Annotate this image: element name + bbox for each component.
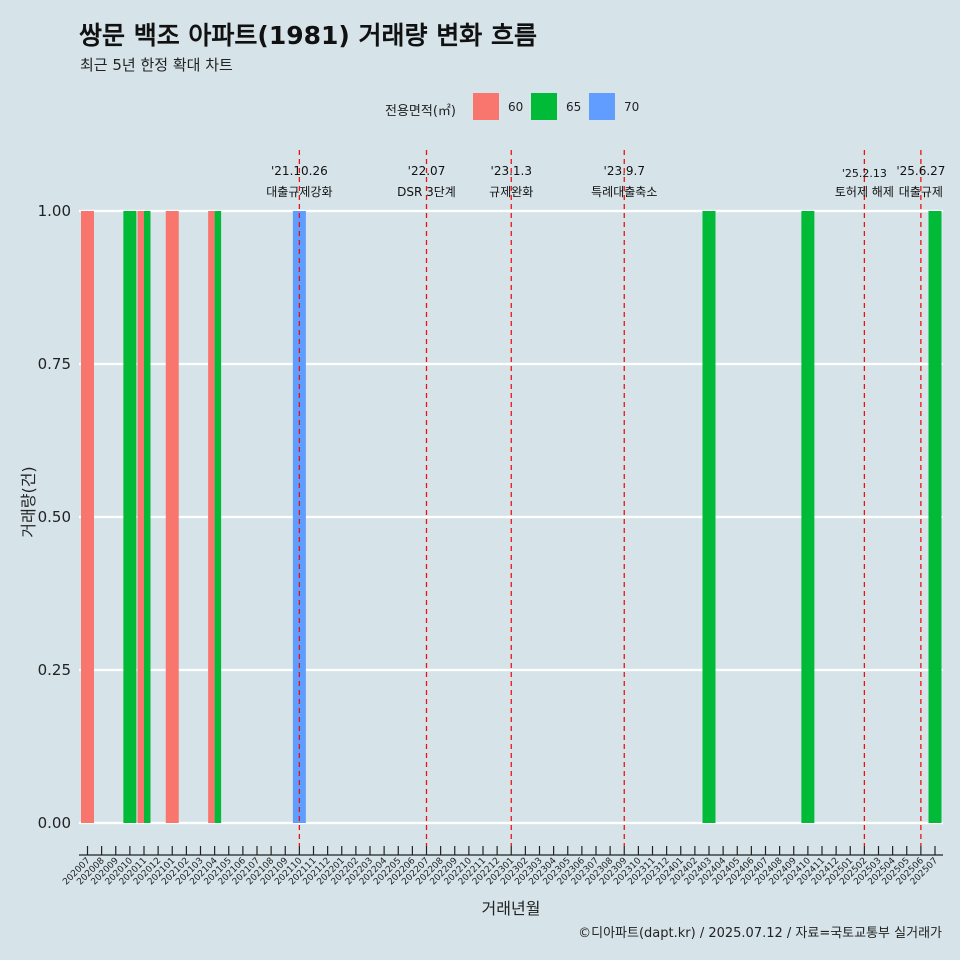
bar-202104-60 <box>208 211 215 823</box>
bar-202104-65 <box>214 211 222 823</box>
bar-202010-65 <box>123 211 137 823</box>
bar-202507-65 <box>928 211 942 823</box>
legend-key-70 <box>589 93 615 120</box>
legend: 전용면적(㎡) 60 65 70 <box>0 92 960 124</box>
legend-key-60 <box>473 93 499 120</box>
chart-title: 쌍문 백조 아파트(1981) 거래량 변화 흐름 <box>79 21 537 50</box>
bar-202011-65 <box>144 211 151 823</box>
bar-202101-60 <box>165 211 179 823</box>
y-tick-label: 1.00 <box>38 202 71 220</box>
x-axis-title: 거래년월 <box>482 899 541 918</box>
event-name-label: 토허제 해제 <box>835 185 894 199</box>
event-date-label: '23.9.7 <box>604 164 645 178</box>
y-tick-label: 0.75 <box>38 355 71 373</box>
event-date-label: '21.10.26 <box>271 164 328 178</box>
event-name-label: DSR 3단계 <box>397 185 456 199</box>
event-name-label: 대출규제강화 <box>266 185 332 199</box>
event-date-label: '25.2.13 <box>842 167 887 180</box>
event-name-label: 대출규제 <box>899 185 943 199</box>
bar-202007-60 <box>81 211 94 823</box>
chart-subtitle: 최근 5년 한정 확대 차트 <box>80 56 233 74</box>
legend-label-60: 60 <box>508 100 524 114</box>
legend-label-65: 65 <box>566 100 582 114</box>
bar-202011-60 <box>137 211 144 823</box>
bar-202403-65 <box>702 211 716 823</box>
event-date-label: '23.1.3 <box>491 164 532 178</box>
bar-202410-65 <box>801 211 815 823</box>
legend-label-70: 70 <box>624 100 640 114</box>
event-date-label: '25.6.27 <box>896 164 945 178</box>
event-name-label: 규제완화 <box>489 185 533 199</box>
y-tick-label: 0.25 <box>38 661 71 679</box>
bar-202110-70 <box>292 211 306 823</box>
event-date-label: '22.07 <box>408 164 446 178</box>
legend-key-65 <box>531 93 557 120</box>
legend-title: 전용면적(㎡) <box>385 104 456 119</box>
caption: ©디아파트(dapt.kr) / 2025.07.12 / 자료=국토교통부 실… <box>578 926 942 941</box>
y-axis-title: 거래량(건) <box>19 466 38 537</box>
y-tick-label: 0.00 <box>38 814 71 832</box>
event-name-label: 특례대출축소 <box>591 185 657 199</box>
y-tick-label: 0.50 <box>38 508 71 526</box>
